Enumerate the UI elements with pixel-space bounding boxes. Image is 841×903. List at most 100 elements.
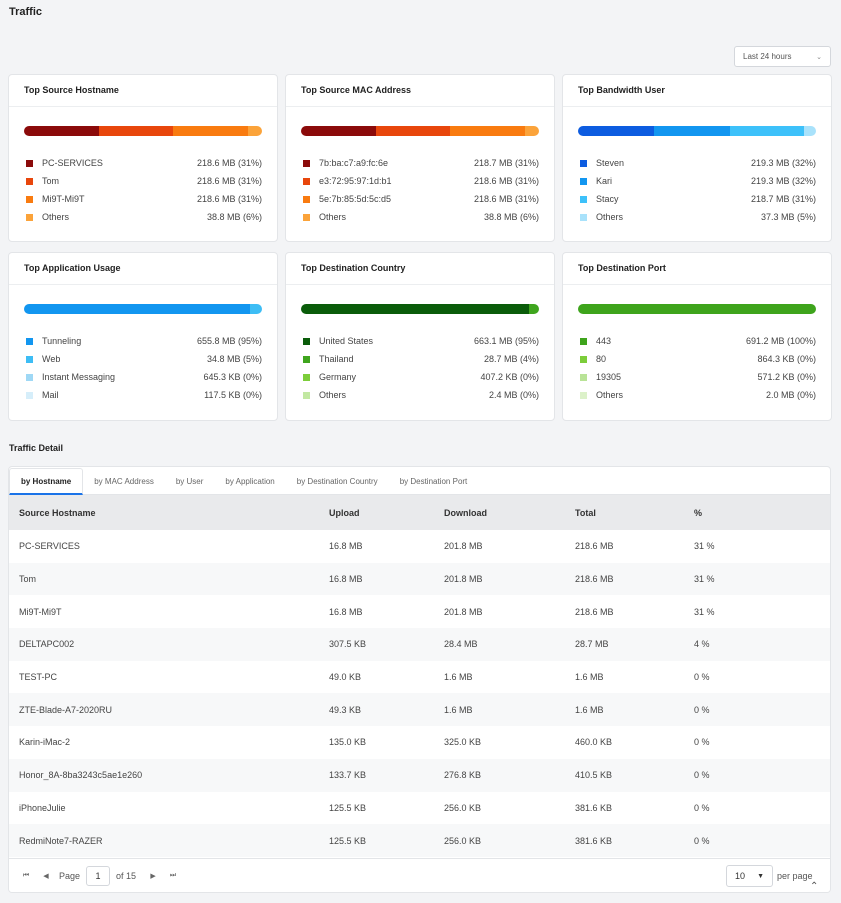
per-page-select[interactable]: 10 ▼ bbox=[726, 865, 773, 887]
table-row[interactable]: Mi9T-Mi9T 16.8 MB 201.8 MB 218.6 MB 31 % bbox=[9, 595, 830, 628]
last-page-icon[interactable]: ⏭ bbox=[169, 871, 177, 879]
table-row[interactable]: DELTAPC002 307.5 KB 28.4 MB 28.7 MB 4 % bbox=[9, 628, 830, 661]
table-cell: 28.4 MB bbox=[444, 639, 478, 650]
tab-by-application[interactable]: by Application bbox=[225, 477, 275, 486]
bar-segment[interactable] bbox=[24, 126, 99, 136]
bar-segment[interactable] bbox=[247, 126, 262, 136]
legend-swatch bbox=[26, 337, 33, 345]
time-range-value: Last 24 hours bbox=[743, 52, 792, 61]
bar-segment[interactable] bbox=[730, 126, 805, 136]
column-header[interactable]: Download bbox=[444, 507, 487, 518]
card-title: Top Application Usage bbox=[9, 253, 277, 285]
table-cell: Karin-iMac-2 bbox=[19, 737, 71, 748]
legend-label: 19305 bbox=[596, 372, 622, 382]
distribution-bar bbox=[24, 126, 262, 136]
legend-swatch bbox=[303, 159, 310, 167]
legend-item: Mail 117.5 KB (0%) bbox=[26, 386, 262, 404]
table-row[interactable]: PC-SERVICES 16.8 MB 201.8 MB 218.6 MB 31 % bbox=[9, 530, 830, 563]
table-cell: 1.6 MB bbox=[444, 672, 473, 683]
next-page-icon[interactable]: ▶ bbox=[150, 872, 156, 880]
legend-label: United States bbox=[319, 336, 374, 346]
bar-segment[interactable] bbox=[578, 304, 816, 314]
card-title: Top Source MAC Address bbox=[286, 75, 554, 107]
table-cell: 135.0 KB bbox=[329, 737, 367, 748]
bar-segment[interactable] bbox=[173, 126, 248, 136]
legend-label: 80 bbox=[596, 354, 607, 364]
column-header[interactable]: Source Hostname bbox=[19, 507, 96, 518]
legend-item: United States 663.1 MB (95%) bbox=[303, 332, 539, 350]
column-header[interactable]: Total bbox=[575, 507, 596, 518]
legend-swatch bbox=[303, 355, 310, 363]
column-header[interactable]: % bbox=[694, 507, 703, 518]
summary-card: Top Destination Port 443 691.2 MB (100%) 80… bbox=[562, 252, 832, 421]
tab-by-destination-port[interactable]: by Destination Port bbox=[399, 477, 468, 486]
tab-by-hostname[interactable]: by Hostname bbox=[9, 468, 84, 495]
prev-page-icon[interactable]: ◀ bbox=[43, 872, 49, 880]
bar-segment[interactable] bbox=[301, 126, 376, 136]
bar-segment[interactable] bbox=[250, 304, 262, 314]
table-row[interactable]: Tom 16.8 MB 201.8 MB 218.6 MB 31 % bbox=[9, 562, 830, 596]
table-cell: Honor_8A-8ba3243c5ae1e260 bbox=[19, 770, 143, 781]
legend-item: Others 2.4 MB (0%) bbox=[303, 386, 539, 404]
bar-segment[interactable] bbox=[98, 126, 174, 136]
bar-segment[interactable] bbox=[804, 126, 816, 136]
legend-item: PC-SERVICES 218.6 MB (31%) bbox=[26, 154, 262, 172]
bar-segment[interactable] bbox=[24, 304, 251, 314]
tab-by-user[interactable]: by User bbox=[175, 477, 204, 486]
table-cell: 1.6 MB bbox=[575, 704, 604, 715]
legend-label: Instant Messaging bbox=[42, 372, 116, 382]
table-cell: 276.8 KB bbox=[444, 770, 482, 781]
page-number-input[interactable]: 1 bbox=[86, 865, 111, 886]
legend-value: 219.3 MB (32%) bbox=[750, 158, 816, 168]
card-title: Top Source Hostname bbox=[9, 75, 277, 107]
table-cell: 133.7 KB bbox=[329, 770, 367, 781]
legend-swatch bbox=[580, 373, 587, 381]
first-page-icon[interactable]: ⏮ bbox=[22, 871, 30, 879]
bar-segment[interactable] bbox=[450, 126, 525, 136]
per-page-label: per page bbox=[777, 871, 813, 881]
scroll-top-icon[interactable]: ⌃ bbox=[810, 881, 819, 892]
legend-label: Others bbox=[596, 390, 624, 400]
pagination: ⏮ ◀ Page 1 of 15 ▶ ⏭ 10 ▼ per page ⌃ bbox=[9, 858, 830, 892]
legend-label: Web bbox=[42, 354, 61, 364]
table-cell: DELTAPC002 bbox=[19, 639, 75, 650]
tab-by-destination-country[interactable]: by Destination Country bbox=[296, 477, 378, 486]
legend-value: 38.8 MB (6%) bbox=[206, 212, 262, 222]
table-row[interactable]: iPhoneJulie 125.5 KB 256.0 KB 381.6 KB 0 % bbox=[9, 792, 830, 825]
table-cell: 16.8 MB bbox=[329, 541, 363, 552]
table-row[interactable]: RedmiNote7-RAZER 125.5 KB 256.0 KB 381.6 KB… bbox=[9, 824, 830, 857]
table-row[interactable]: Honor_8A-8ba3243c5ae1e260 133.7 KB 276.8 K… bbox=[9, 758, 830, 792]
table-cell: 218.6 MB bbox=[575, 541, 614, 552]
legend-item: Thailand 28.7 MB (4%) bbox=[303, 350, 539, 368]
tab-by-mac-address[interactable]: by MAC Address bbox=[94, 477, 154, 486]
table-row[interactable]: TEST-PC 49.0 KB 1.6 MB 1.6 MB 0 % bbox=[9, 661, 830, 694]
bar-segment[interactable] bbox=[301, 304, 530, 314]
legend-item: Others 2.0 MB (0%) bbox=[580, 386, 816, 404]
table-cell: 325.0 KB bbox=[444, 737, 482, 748]
legend-item: e3:72:95:97:1d:b1 218.6 MB (31%) bbox=[303, 172, 539, 190]
legend: 443 691.2 MB (100%) 80 864.3 KB (0%) 19305 57… bbox=[580, 332, 816, 404]
table-cell: 125.5 KB bbox=[329, 835, 367, 846]
summary-card: Top Bandwidth User Steven 219.3 MB (32%) Ka… bbox=[562, 74, 832, 242]
legend-value: 218.6 MB (31%) bbox=[196, 194, 262, 204]
page-count: of 15 bbox=[116, 870, 137, 881]
time-range-select[interactable]: Last 24 hours ⌄ bbox=[734, 46, 831, 67]
table-cell: 410.5 KB bbox=[575, 770, 613, 781]
legend-item: Germany 407.2 KB (0%) bbox=[303, 368, 539, 386]
bar-segment[interactable] bbox=[529, 304, 539, 314]
table-row[interactable]: ZTE-Blade-A7-2020RU 49.3 KB 1.6 MB 1.6 MB 0 … bbox=[9, 693, 830, 727]
page-label: Page bbox=[59, 870, 81, 881]
bar-segment[interactable] bbox=[375, 126, 451, 136]
table-row[interactable]: Karin-iMac-2 135.0 KB 325.0 KB 460.0 KB 0 % bbox=[9, 726, 830, 759]
legend-swatch bbox=[580, 195, 587, 203]
bar-segment[interactable] bbox=[578, 126, 655, 136]
bar-segment[interactable] bbox=[654, 126, 731, 136]
traffic-detail-title: Traffic Detail bbox=[9, 443, 64, 453]
column-header[interactable]: Upload bbox=[329, 507, 360, 518]
legend-item: Kari 219.3 MB (32%) bbox=[580, 172, 816, 190]
legend: United States 663.1 MB (95%) Thailand 28.7 … bbox=[303, 332, 539, 404]
legend-swatch bbox=[303, 177, 310, 185]
bar-segment[interactable] bbox=[524, 126, 539, 136]
legend-value: 28.7 MB (4%) bbox=[483, 354, 539, 364]
table-cell: 201.8 MB bbox=[444, 606, 483, 617]
